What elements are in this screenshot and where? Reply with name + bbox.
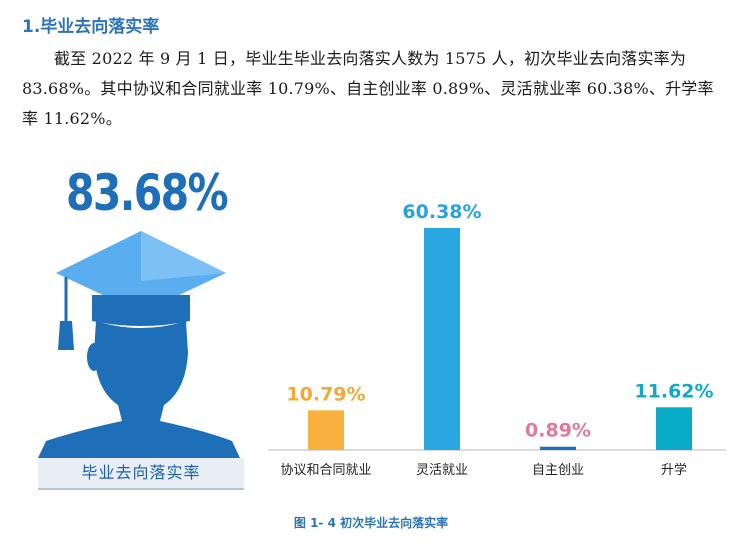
bar-value-label-3: 0.89% xyxy=(525,420,591,442)
bar-value-label-2: 60.38% xyxy=(402,201,481,223)
category-label-1: 协议和合同就业 xyxy=(280,463,371,478)
category-label-2: 灵活就业 xyxy=(416,463,468,478)
paragraph-line-1: 截至 2022 年 9 月 1 日，毕业生毕业去向落实人数为 1575 人，初次… xyxy=(54,49,687,68)
paragraph-line-3: 率 11.62%。 xyxy=(22,109,122,128)
overall-rate-value: 83.68% xyxy=(66,164,229,222)
overall-rate-caption: 毕业去向落实率 xyxy=(38,458,244,490)
category-label-3: 自主创业 xyxy=(532,463,584,478)
graduate-silhouette-icon xyxy=(38,231,240,458)
bar-1 xyxy=(308,410,344,450)
paragraph-line-2: 83.68%。其中协议和合同就业率 10.79%、自主创业率 0.89%、灵活就… xyxy=(22,79,714,98)
destination-rate-bar-chart: 10.79% 60.38% 0.89% 11.62% 协议和合同就业 灵活就业 自主创业 升… xyxy=(268,201,726,478)
summary-paragraph: 截至 2022 年 9 月 1 日，毕业生毕业去向落实人数为 1575 人，初次… xyxy=(22,44,722,134)
bar-4 xyxy=(656,407,692,450)
bar-value-label-1: 10.79% xyxy=(286,383,365,405)
bar-3 xyxy=(540,446,576,450)
bar-2 xyxy=(424,227,460,450)
bar-value-label-4: 11.62% xyxy=(634,380,713,402)
section-heading: 1.毕业去向落实率 xyxy=(22,17,160,37)
figure-caption: 图 1- 4 初次毕业去向落实率 xyxy=(293,516,449,530)
category-label-4: 升学 xyxy=(661,462,687,478)
